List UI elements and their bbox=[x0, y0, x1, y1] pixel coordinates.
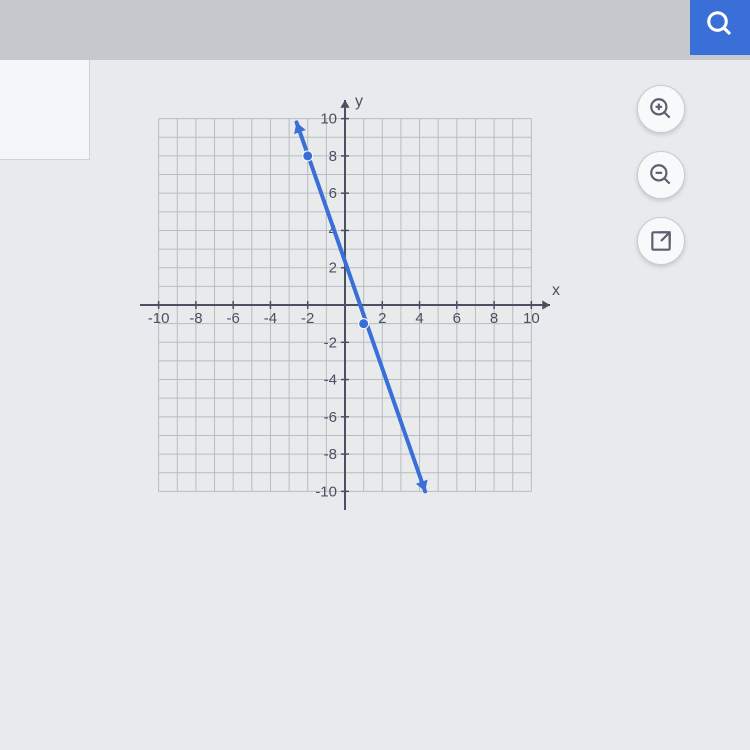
y-tick-label: 8 bbox=[329, 148, 337, 165]
expand-icon bbox=[648, 228, 674, 254]
y-tick-label: -4 bbox=[324, 372, 337, 389]
top-search-button[interactable] bbox=[690, 0, 750, 55]
x-tick-label: 8 bbox=[490, 310, 498, 327]
line-chart: -10-8-6-4-2246810-10-8-6-4-2246810xy bbox=[120, 80, 570, 530]
x-tick-label: -10 bbox=[148, 310, 170, 327]
x-tick-label: -8 bbox=[189, 310, 202, 327]
expand-button[interactable] bbox=[637, 217, 685, 265]
y-axis-label: y bbox=[355, 93, 363, 110]
chart-controls bbox=[637, 85, 685, 265]
x-tick-label: -4 bbox=[264, 310, 277, 327]
search-icon bbox=[705, 9, 735, 46]
x-tick-label: 2 bbox=[378, 310, 386, 327]
x-tick-label: -2 bbox=[301, 310, 314, 327]
zoom-in-icon bbox=[648, 96, 674, 122]
zoom-in-button[interactable] bbox=[637, 85, 685, 133]
y-tick-label: -6 bbox=[324, 409, 337, 426]
y-tick-label: -10 bbox=[315, 483, 337, 500]
y-tick-label: -2 bbox=[324, 334, 337, 351]
y-tick-label: 10 bbox=[320, 111, 337, 128]
sidebar-stub bbox=[0, 60, 90, 160]
y-tick-label: 2 bbox=[329, 260, 337, 277]
zoom-out-icon bbox=[648, 162, 674, 188]
x-tick-label: 10 bbox=[523, 310, 540, 327]
x-tick-label: -6 bbox=[227, 310, 240, 327]
content-area: -10-8-6-4-2246810-10-8-6-4-2246810xy bbox=[0, 60, 750, 750]
y-tick-label: -8 bbox=[324, 446, 337, 463]
x-tick-label: 6 bbox=[453, 310, 461, 327]
x-tick-label: 4 bbox=[415, 310, 423, 327]
y-tick-label: 6 bbox=[329, 185, 337, 202]
x-axis-label: x bbox=[552, 282, 560, 299]
zoom-out-button[interactable] bbox=[637, 151, 685, 199]
